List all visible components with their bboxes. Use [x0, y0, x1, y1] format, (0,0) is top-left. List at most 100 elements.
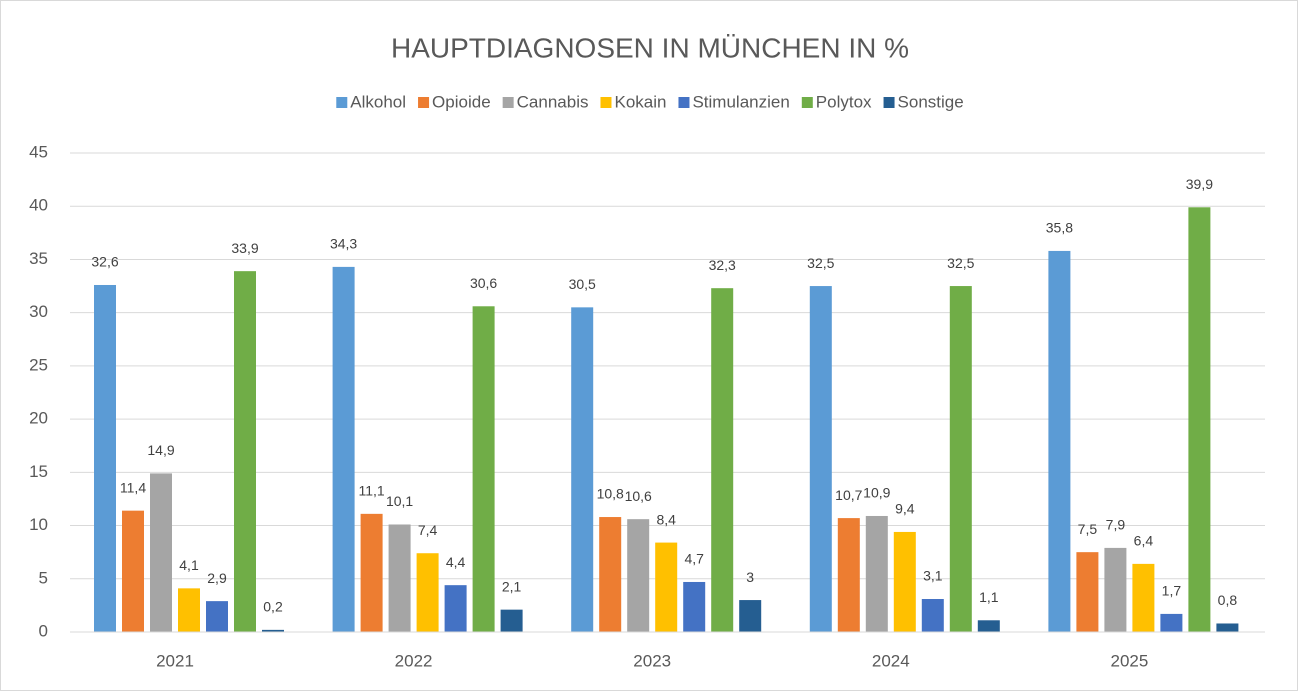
data-label: 7,9	[1106, 517, 1126, 533]
bar	[1104, 547, 1127, 632]
bar	[94, 284, 116, 632]
y-tick-label: 20	[29, 409, 48, 428]
data-label: 10,7	[835, 487, 862, 503]
legend-label: Opioide	[432, 92, 491, 111]
data-label: 9,4	[895, 501, 915, 517]
x-tick-label: 2021	[156, 651, 194, 670]
bar	[332, 266, 355, 632]
legend-swatch	[336, 97, 348, 108]
data-label: 1,7	[1162, 583, 1182, 599]
bar	[977, 620, 1000, 632]
y-tick-label: 15	[29, 462, 48, 481]
x-tick-label: 2022	[395, 651, 433, 670]
y-tick-label: 45	[29, 142, 48, 161]
legend-label: Kokain	[614, 92, 666, 111]
bar	[949, 286, 972, 632]
bar	[500, 609, 523, 632]
bar	[809, 286, 832, 632]
bar	[655, 542, 678, 632]
bar	[865, 515, 888, 632]
data-label: 1,1	[979, 589, 999, 605]
data-label: 32,5	[947, 255, 974, 271]
data-label: 11,1	[358, 483, 384, 499]
data-label: 30,5	[569, 276, 596, 292]
legend-swatch	[883, 97, 895, 108]
bar	[683, 581, 706, 632]
bar	[360, 513, 383, 632]
bar	[599, 517, 622, 632]
data-label: 32,3	[709, 257, 736, 273]
bar	[711, 288, 734, 632]
data-label: 2,9	[207, 570, 227, 586]
data-label: 10,9	[863, 485, 890, 501]
data-label: 8,4	[656, 511, 676, 527]
data-label: 0,8	[1218, 592, 1238, 608]
data-label: 4,4	[446, 554, 466, 570]
data-label: 39,9	[1186, 176, 1213, 192]
bar	[921, 599, 944, 632]
bar	[571, 307, 594, 632]
legend-label: Stimulanzien	[692, 92, 789, 111]
bar	[206, 601, 228, 632]
legend-swatch	[600, 97, 612, 108]
data-label: 33,9	[231, 240, 258, 256]
bar	[262, 629, 284, 632]
bar	[122, 510, 144, 632]
bar	[472, 306, 495, 632]
data-label: 0,2	[263, 599, 283, 615]
data-label: 34,3	[330, 236, 357, 252]
data-label: 35,8	[1046, 220, 1073, 236]
y-tick-label: 40	[29, 196, 48, 215]
legend-label: Alkohol	[350, 92, 406, 111]
data-label: 32,6	[91, 254, 118, 270]
bar	[1076, 552, 1099, 632]
chart-title: HAUPTDIAGNOSEN IN MÜNCHEN IN %	[391, 32, 909, 63]
bar	[150, 473, 172, 632]
bar	[1188, 207, 1211, 632]
data-label: 3	[746, 569, 754, 585]
legend-swatch	[502, 97, 514, 108]
x-tick-label: 2023	[633, 651, 671, 670]
y-tick-label: 25	[29, 355, 48, 374]
data-label: 30,6	[470, 275, 497, 291]
bar	[1132, 563, 1155, 632]
legend-swatch	[418, 97, 430, 108]
data-label: 10,6	[625, 488, 652, 504]
data-label: 10,1	[386, 493, 413, 509]
y-tick-label: 30	[29, 302, 48, 321]
legend-label: Polytox	[816, 92, 872, 111]
y-tick-label: 5	[39, 568, 48, 587]
x-tick-label: 2024	[872, 651, 910, 670]
data-label: 11,4	[120, 479, 146, 495]
bar	[444, 585, 467, 632]
legend-label: Cannabis	[517, 92, 589, 111]
data-label: 10,8	[597, 486, 624, 502]
data-label: 4,1	[179, 557, 199, 573]
data-label: 4,7	[684, 551, 704, 567]
bar	[178, 588, 200, 632]
bar	[1048, 250, 1071, 632]
bar	[739, 600, 762, 632]
x-tick-label: 2025	[1110, 651, 1148, 670]
bar	[416, 553, 439, 632]
bar	[234, 271, 256, 632]
bar	[893, 531, 916, 632]
data-label: 32,5	[807, 255, 834, 271]
bar	[837, 518, 860, 632]
data-label: 7,4	[418, 522, 438, 538]
legend-swatch	[678, 97, 690, 108]
data-label: 14,9	[147, 442, 174, 458]
legend-label: Sonstige	[898, 92, 964, 111]
data-label: 6,4	[1134, 533, 1154, 549]
y-tick-label: 0	[39, 621, 48, 640]
y-tick-label: 35	[29, 249, 48, 268]
bar	[1216, 623, 1239, 632]
data-label: 2,1	[502, 578, 522, 594]
bar	[388, 524, 411, 632]
legend-swatch	[801, 97, 813, 108]
data-label: 7,5	[1078, 521, 1098, 537]
y-tick-label: 10	[29, 515, 48, 534]
data-label: 3,1	[923, 568, 943, 584]
bar	[1160, 613, 1183, 632]
